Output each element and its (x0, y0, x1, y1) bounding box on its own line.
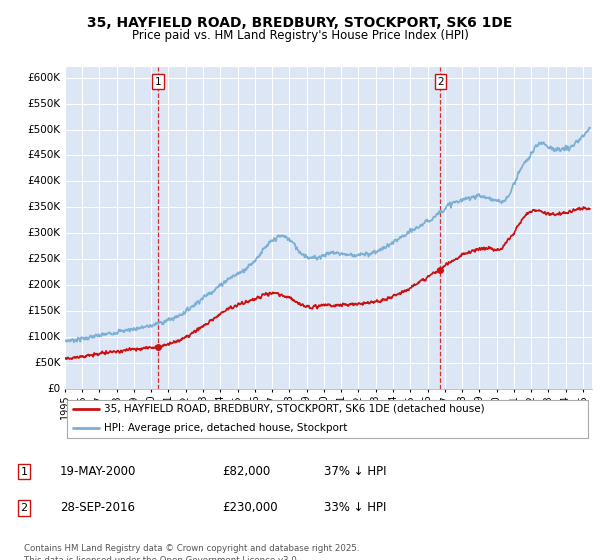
Text: £300K: £300K (28, 228, 61, 239)
Text: £550K: £550K (28, 99, 61, 109)
Text: 37% ↓ HPI: 37% ↓ HPI (324, 465, 386, 478)
Text: £250K: £250K (28, 254, 61, 264)
Text: £500K: £500K (28, 124, 61, 134)
Text: £0: £0 (47, 384, 61, 394)
Text: 28-SEP-2016: 28-SEP-2016 (60, 501, 135, 515)
FancyBboxPatch shape (67, 400, 588, 437)
Text: Contains HM Land Registry data © Crown copyright and database right 2025.
This d: Contains HM Land Registry data © Crown c… (24, 544, 359, 560)
Text: 19-MAY-2000: 19-MAY-2000 (60, 465, 136, 478)
Text: £200K: £200K (28, 281, 61, 290)
Text: 1: 1 (20, 466, 28, 477)
Text: £450K: £450K (28, 151, 61, 161)
Text: HPI: Average price, detached house, Stockport: HPI: Average price, detached house, Stoc… (104, 423, 347, 433)
Text: £50K: £50K (34, 358, 61, 368)
Text: £600K: £600K (28, 73, 61, 82)
Text: 35, HAYFIELD ROAD, BREDBURY, STOCKPORT, SK6 1DE (detached house): 35, HAYFIELD ROAD, BREDBURY, STOCKPORT, … (104, 404, 485, 414)
Text: £230,000: £230,000 (222, 501, 278, 515)
Text: 33% ↓ HPI: 33% ↓ HPI (324, 501, 386, 515)
Text: £400K: £400K (28, 176, 61, 186)
Text: 35, HAYFIELD ROAD, BREDBURY, STOCKPORT, SK6 1DE: 35, HAYFIELD ROAD, BREDBURY, STOCKPORT, … (88, 16, 512, 30)
Text: £350K: £350K (28, 202, 61, 212)
Text: 2: 2 (437, 77, 444, 87)
Text: Price paid vs. HM Land Registry's House Price Index (HPI): Price paid vs. HM Land Registry's House … (131, 29, 469, 42)
Text: 2: 2 (20, 503, 28, 513)
Text: £150K: £150K (28, 306, 61, 316)
Text: £82,000: £82,000 (222, 465, 270, 478)
Text: £100K: £100K (28, 332, 61, 342)
Text: 1: 1 (154, 77, 161, 87)
